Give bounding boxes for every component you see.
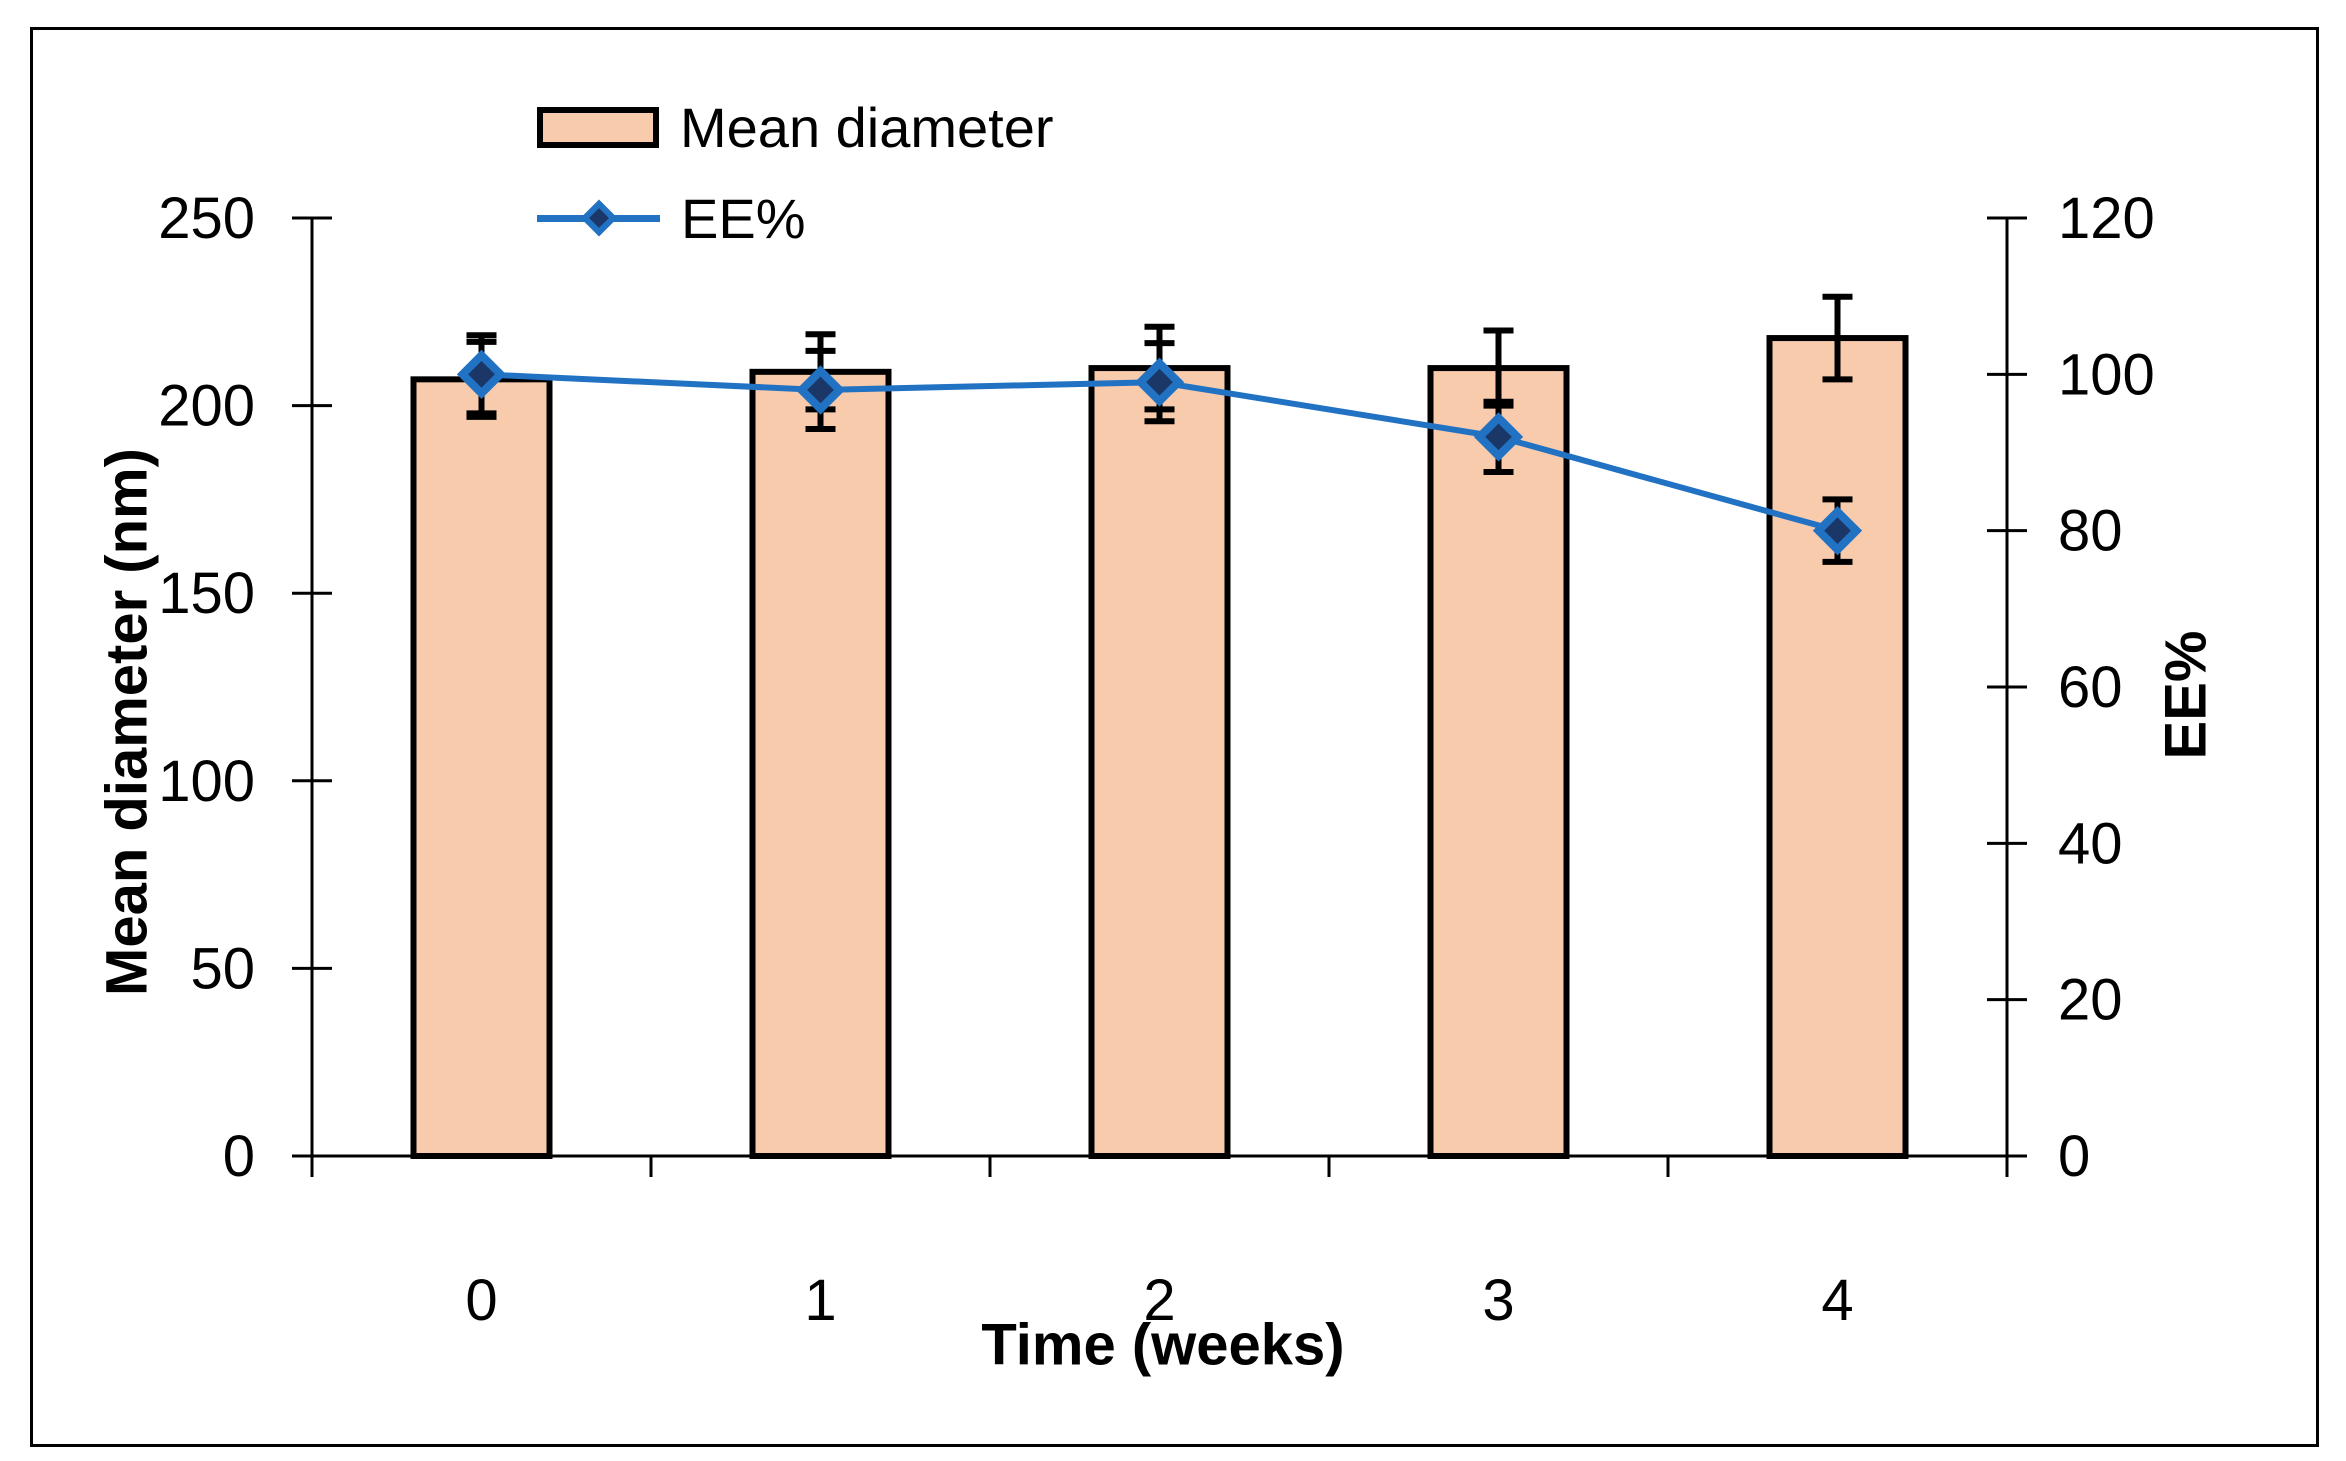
- left-axis-title: Mean diameter (nm): [94, 448, 160, 996]
- ee-marker-week-4: [1812, 506, 1863, 556]
- diamond-marker-icon: [580, 199, 617, 237]
- legend-item-ee: EE%: [537, 176, 1054, 260]
- left-tick-label: 0: [223, 1124, 255, 1189]
- right-tick-label: 40: [2058, 811, 2123, 876]
- x-axis-title: Time (weeks): [981, 1312, 1345, 1378]
- x-tick-label: 0: [465, 1268, 497, 1333]
- right-tick-label: 20: [2058, 968, 2123, 1033]
- legend-item-mean-diameter: Mean diameter: [537, 85, 1054, 169]
- line-marker-swatch-icon: [537, 199, 660, 237]
- bar-week-1: [749, 368, 892, 1160]
- x-tick-label: 2: [1143, 1268, 1175, 1333]
- left-tick-label: 100: [158, 749, 255, 814]
- bar-week-0: [410, 376, 553, 1159]
- ee-marker-week-1: [795, 365, 846, 415]
- right-tick-label: 60: [2058, 655, 2123, 720]
- bar-week-3: [1427, 365, 1570, 1159]
- ee-marker-week-0: [456, 349, 507, 399]
- legend-label-ee: EE%: [681, 186, 806, 250]
- x-tick-label: 4: [1821, 1268, 1853, 1333]
- x-tick-label: 3: [1482, 1268, 1514, 1333]
- x-tick-label: 1: [804, 1268, 836, 1333]
- left-tick-label: 250: [158, 186, 255, 251]
- right-tick-label: 100: [2058, 342, 2155, 407]
- ee-marker-week-3: [1473, 412, 1524, 462]
- bar-week-4: [1766, 335, 1909, 1159]
- legend: Mean diameter EE%: [537, 85, 1054, 260]
- right-tick-label: 120: [2058, 186, 2155, 251]
- right-tick-label: 0: [2058, 1124, 2090, 1189]
- left-tick-label: 50: [190, 936, 255, 1001]
- bar-week-2: [1088, 365, 1231, 1159]
- ee-marker-week-2: [1134, 357, 1185, 407]
- right-tick-label: 80: [2058, 499, 2123, 564]
- bar-swatch-icon: [537, 106, 659, 148]
- right-axis-title: EE%: [2153, 630, 2219, 760]
- legend-label-mean-diameter: Mean diameter: [680, 95, 1054, 159]
- left-tick-label: 200: [158, 374, 255, 439]
- left-tick-label: 150: [158, 561, 255, 626]
